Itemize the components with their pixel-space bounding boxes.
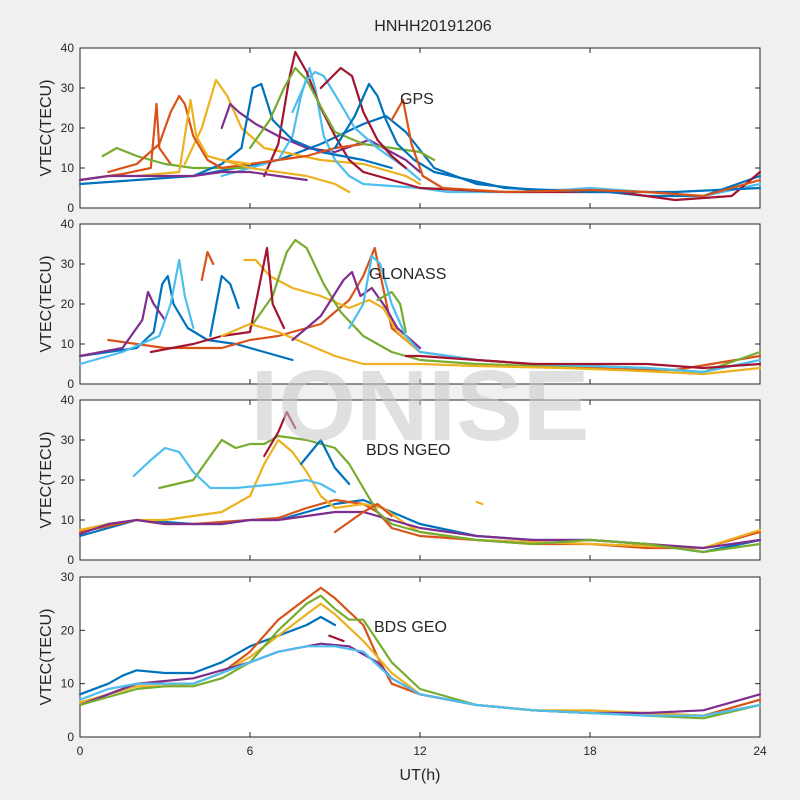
- y-axis-label: VTEC(TECU): [38, 609, 55, 706]
- x-tick-label: 12: [413, 744, 427, 758]
- series-line-13: [348, 254, 762, 374]
- series-line-5: [158, 434, 762, 554]
- bds-geo-panel: 0 6 12 18 24 0 10 20 30 BDS GEO VTEC(TECU): [38, 570, 767, 758]
- series-line-7: [149, 246, 286, 354]
- watermark: IONISE: [251, 350, 590, 462]
- y-tick-label: 0: [67, 553, 74, 567]
- series-line-8: [299, 438, 351, 486]
- gps-annotation: GPS: [400, 91, 434, 108]
- y-tick-label: 10: [61, 677, 75, 691]
- series-line-17: [206, 154, 351, 194]
- series-line-9: [107, 94, 365, 174]
- series-line-12: [248, 66, 436, 162]
- series-line-7: [263, 50, 762, 202]
- y-tick-label: 0: [67, 201, 74, 215]
- y-tick-label: 0: [67, 730, 74, 744]
- y-tick-label: 0: [67, 377, 74, 391]
- figure-title: HNHH20191206: [374, 18, 492, 35]
- series-line-6: [132, 446, 337, 494]
- series-line-8: [192, 82, 393, 178]
- series-line-6: [78, 258, 195, 366]
- x-tick-label: 24: [753, 744, 767, 758]
- y-tick-label: 30: [61, 81, 75, 95]
- series-line-10: [475, 500, 484, 506]
- y-tick-label: 40: [61, 217, 75, 231]
- bds-ngeo-annotation: BDS NGEO: [366, 442, 450, 459]
- y-tick-label: 10: [61, 337, 75, 351]
- series-line-1: [78, 615, 337, 696]
- glonass-lines: [78, 238, 762, 376]
- y-axis-label: VTEC(TECU): [38, 80, 55, 177]
- y-tick-label: 40: [61, 41, 75, 55]
- series-line-11: [291, 270, 422, 350]
- glonass-annotation: GLONASS: [369, 266, 446, 283]
- y-tick-label: 30: [61, 433, 75, 447]
- series-line-6: [78, 645, 762, 717]
- x-tick-label: 0: [77, 744, 84, 758]
- y-tick-label: 20: [61, 297, 75, 311]
- bds-geo-annotation: BDS GEO: [374, 619, 447, 636]
- bds-ngeo-ticks: 0 10 20 30 40: [61, 393, 761, 567]
- series-line-8: [209, 274, 240, 338]
- y-axis-label: VTEC(TECU): [38, 432, 55, 529]
- series-line-14: [319, 66, 407, 170]
- bds-ngeo-panel: 0 10 20 30 40 BDS NGEO VTEC(TECU): [38, 393, 762, 567]
- series-line-4: [78, 290, 167, 358]
- gps-lines: [78, 50, 762, 202]
- y-tick-label: 10: [61, 513, 75, 527]
- x-tick-label: 18: [583, 744, 597, 758]
- y-tick-label: 30: [61, 570, 75, 584]
- y-axis-label: VTEC(TECU): [38, 256, 55, 353]
- series-line-14: [404, 354, 762, 370]
- x-axis-label: UT(h): [400, 767, 441, 784]
- series-line-6: [220, 66, 762, 198]
- series-line-7: [263, 410, 297, 458]
- axes-box: [79, 47, 761, 209]
- series-line-3: [183, 78, 422, 186]
- y-tick-label: 20: [61, 623, 75, 637]
- series-line-15: [333, 82, 762, 194]
- series-line-7: [328, 634, 345, 643]
- gps-panel: 0 10 20 30 40 GPS VTEC(TECU): [38, 41, 762, 215]
- series-line-12: [376, 290, 407, 334]
- series-line-10: [220, 322, 762, 376]
- axes-box: [79, 223, 761, 385]
- bds-geo-lines: [78, 586, 762, 720]
- y-tick-label: 20: [61, 121, 75, 135]
- y-tick-label: 20: [61, 473, 75, 487]
- series-line-11: [78, 170, 308, 182]
- glonass-ticks: 0 10 20 30 40: [61, 217, 761, 391]
- series-line-16: [390, 98, 762, 198]
- y-tick-label: 40: [61, 393, 75, 407]
- bds-ngeo-lines: [78, 410, 762, 554]
- glonass-panel: 0 10 20 30 40 GLONASS VTEC(TECU): [38, 217, 762, 391]
- gps-ticks: 0 10 20 30 40: [61, 41, 761, 215]
- x-tick-label: 6: [247, 744, 254, 758]
- y-tick-label: 10: [61, 161, 75, 175]
- bds-geo-ticks: 0 6 12 18 24 0 10 20 30: [61, 570, 767, 758]
- series-line-9: [333, 502, 393, 534]
- series-line-9: [200, 250, 215, 282]
- axes-box: [79, 576, 761, 738]
- y-tick-label: 30: [61, 257, 75, 271]
